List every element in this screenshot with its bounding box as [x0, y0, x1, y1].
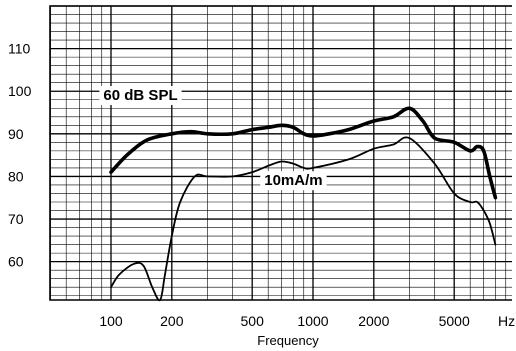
series-label-background: [260, 171, 327, 191]
x-tick-label: 2000: [358, 313, 389, 329]
x-tick-label: 200: [160, 313, 184, 329]
x-axis-title: Frequency: [257, 333, 319, 348]
x-unit-label: Hz: [498, 313, 515, 329]
y-tick-label: 80: [8, 168, 24, 184]
series-labels: 60 dB SPL 10mA/m: [99, 85, 327, 191]
series-line-60-db-spl: [109, 106, 498, 200]
series-label-10ma-m: 10mA/m: [260, 171, 327, 191]
y-tick-label: 70: [8, 211, 24, 227]
series-label-text: 10mA/m: [264, 172, 322, 189]
series-label-60-db-spl: 60 dB SPL: [99, 85, 182, 105]
x-tick-label: 100: [99, 313, 123, 329]
y-tick-label: 60: [8, 254, 24, 270]
y-tick-label: 90: [8, 126, 24, 142]
series-label-text: 60 dB SPL: [103, 87, 177, 104]
y-tick-label: 100: [8, 83, 32, 99]
tick-labels: 60 70 80 90 100 110 100 200 500 1000 2000 5000 Hz: [8, 41, 515, 329]
grid-lines: [49, 5, 512, 300]
y-tick-label: 110: [8, 41, 31, 57]
plot-frame: [49, 5, 512, 301]
x-tick-label: 500: [241, 313, 265, 329]
x-tick-label: 5000: [439, 313, 470, 329]
x-tick-label: 1000: [297, 313, 328, 329]
series-label-background: [99, 85, 182, 105]
plot-border: [49, 5, 512, 301]
